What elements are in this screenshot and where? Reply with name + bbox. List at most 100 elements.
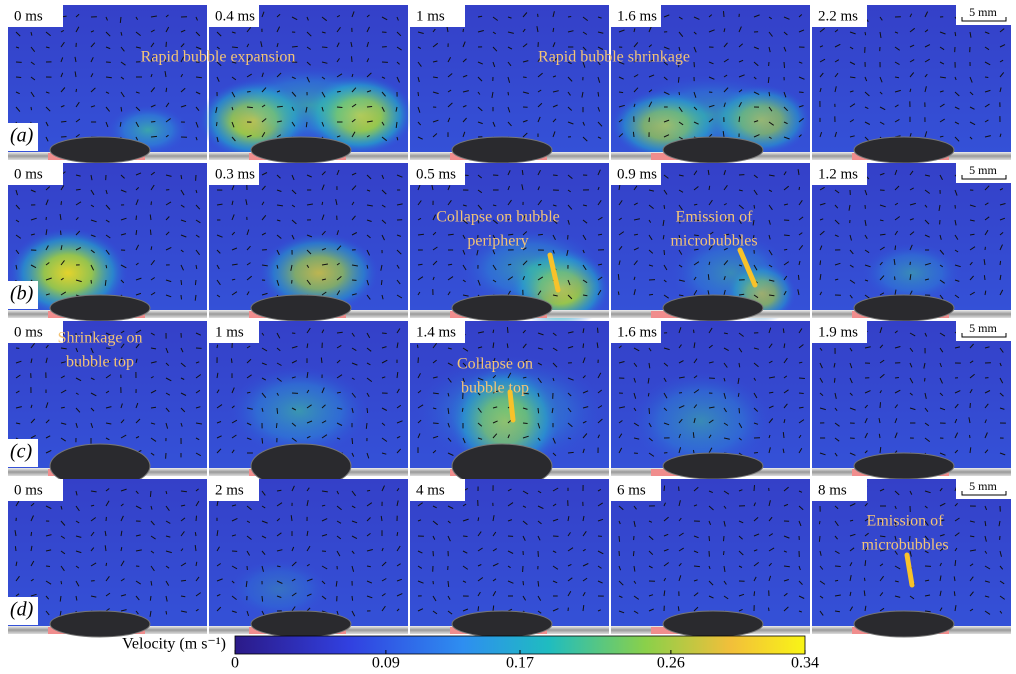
velocity-vector xyxy=(633,422,640,427)
velocity-vector xyxy=(678,249,683,255)
velocity-vector xyxy=(447,276,454,281)
velocity-vector xyxy=(306,343,309,349)
velocity-vector xyxy=(783,503,789,507)
velocity-vector xyxy=(135,172,142,176)
velocity-vector xyxy=(999,595,1005,600)
velocity-vector xyxy=(678,136,684,140)
velocity-vector xyxy=(798,232,803,236)
velocity-vector xyxy=(633,247,639,251)
velocity-vector xyxy=(522,407,528,410)
velocity-vector xyxy=(447,422,450,428)
velocity-vector xyxy=(135,436,140,439)
velocity-vector xyxy=(336,610,339,615)
velocity-vector xyxy=(60,87,66,93)
velocity-vector xyxy=(567,577,573,582)
velocity-vector xyxy=(768,204,773,211)
velocity-vector xyxy=(678,294,684,297)
velocity-vector xyxy=(290,515,293,522)
velocity-vector xyxy=(693,535,699,539)
velocity-vector xyxy=(783,403,788,409)
velocity-vector xyxy=(15,374,21,379)
velocity-vector xyxy=(768,562,772,567)
velocity-vector xyxy=(30,578,34,582)
velocity-vector xyxy=(924,579,930,582)
velocity-vector xyxy=(462,608,469,612)
velocity-vector xyxy=(753,174,758,179)
velocity-vector xyxy=(417,136,423,140)
bubble xyxy=(451,294,553,322)
velocity-vector xyxy=(999,44,1006,48)
velocity-vector xyxy=(261,362,267,366)
velocity-vector xyxy=(395,121,398,128)
velocity-vector xyxy=(723,185,728,191)
velocity-vector xyxy=(864,234,868,240)
velocity-vector xyxy=(261,550,266,556)
velocity-vector xyxy=(522,260,528,266)
velocity-vector xyxy=(366,279,370,286)
velocity-vector xyxy=(864,417,868,424)
velocity-vector xyxy=(105,106,110,112)
colorbar-tick-label: 0.26 xyxy=(657,655,685,672)
velocity-vector xyxy=(819,392,824,396)
velocity-vector xyxy=(894,520,897,527)
velocity-vector xyxy=(522,132,528,138)
velocity-vector xyxy=(522,91,529,94)
velocity-vector xyxy=(120,31,123,36)
velocity-vector xyxy=(30,593,37,597)
velocity-vector xyxy=(507,31,514,34)
velocity-vector xyxy=(708,217,713,221)
velocity-vector xyxy=(834,72,839,78)
velocity-vector xyxy=(879,76,883,83)
velocity-vector xyxy=(663,46,670,50)
velocity-vector xyxy=(648,101,653,108)
velocity-vector xyxy=(246,422,252,426)
velocity-vector xyxy=(924,535,929,541)
velocity-vector xyxy=(180,490,187,493)
velocity-vector xyxy=(336,490,340,495)
velocity-vector xyxy=(567,451,574,454)
velocity-vector xyxy=(662,234,665,240)
velocity-vector xyxy=(381,16,388,21)
velocity-vector xyxy=(417,61,422,67)
velocity-vector xyxy=(261,407,264,412)
velocity-vector xyxy=(321,278,327,281)
velocity-vector xyxy=(45,610,50,616)
velocity-vector xyxy=(90,105,96,108)
velocity-vector xyxy=(45,277,52,281)
velocity-vector xyxy=(678,405,685,409)
velocity-vector xyxy=(30,106,32,111)
velocity-vector xyxy=(723,407,727,413)
velocity-vector xyxy=(969,549,976,552)
velocity-vector xyxy=(366,502,373,507)
velocity-vector xyxy=(447,520,451,524)
velocity-vector xyxy=(432,450,437,454)
velocity-vector xyxy=(195,249,201,256)
velocity-vector xyxy=(924,437,931,442)
velocity-vector xyxy=(321,61,328,64)
velocity-vector xyxy=(663,502,666,507)
velocity-vector xyxy=(165,134,169,138)
velocity-vector xyxy=(879,106,886,111)
scale-bar xyxy=(961,491,1007,496)
velocity-vector xyxy=(537,116,541,123)
velocity-vector xyxy=(984,216,990,221)
velocity-vector xyxy=(261,332,265,336)
velocity-vector xyxy=(924,392,927,399)
velocity-vector xyxy=(105,91,110,94)
velocity-vector xyxy=(216,121,218,127)
velocity-vector xyxy=(75,565,80,569)
velocity-vector xyxy=(417,390,422,394)
bubble xyxy=(853,452,955,480)
velocity-vector xyxy=(417,404,424,409)
velocity-vector xyxy=(150,376,154,379)
velocity-vector xyxy=(381,174,385,179)
velocity-vector xyxy=(432,28,436,33)
velocity-vector xyxy=(75,377,82,382)
velocity-vector xyxy=(462,565,469,570)
velocity-vector xyxy=(231,200,234,206)
velocity-vector xyxy=(618,433,623,439)
velocity-vector xyxy=(507,217,512,221)
velocity-vector xyxy=(537,57,541,63)
velocity-vector xyxy=(447,505,454,510)
velocity-vector xyxy=(999,244,1003,251)
